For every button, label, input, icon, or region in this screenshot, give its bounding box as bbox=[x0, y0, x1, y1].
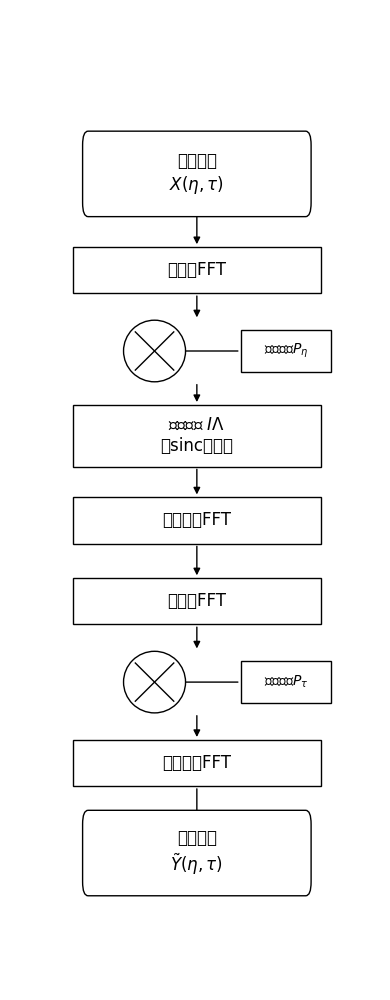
Bar bbox=[241, 330, 332, 372]
Text: 相位相乘$P_\eta$: 相位相乘$P_\eta$ bbox=[264, 342, 308, 360]
Text: 方位向逆FFT: 方位向逆FFT bbox=[162, 511, 231, 529]
Text: 相位相乘$P_\tau$: 相位相乘$P_\tau$ bbox=[264, 674, 308, 690]
Text: 雷达图像
$X(\eta, \tau)$: 雷达图像 $X(\eta, \tau)$ bbox=[170, 152, 224, 196]
Ellipse shape bbox=[124, 651, 186, 713]
Text: 方位向FFT: 方位向FFT bbox=[167, 261, 226, 279]
FancyBboxPatch shape bbox=[83, 810, 311, 896]
Bar bbox=[73, 405, 321, 467]
Bar bbox=[241, 661, 332, 703]
Bar bbox=[73, 740, 321, 786]
Text: 距离向FFT: 距离向FFT bbox=[167, 592, 226, 610]
FancyBboxPatch shape bbox=[83, 131, 311, 217]
Bar bbox=[73, 247, 321, 293]
Ellipse shape bbox=[124, 320, 186, 382]
Bar bbox=[73, 497, 321, 544]
Text: 距离向逆FFT: 距离向逆FFT bbox=[162, 754, 231, 772]
Text: 距离走动 $I\Lambda$
（sinc插值）: 距离走动 $I\Lambda$ （sinc插值） bbox=[160, 416, 233, 455]
Text: 模拟回波
$\tilde{Y}(\eta, \tau)$: 模拟回波 $\tilde{Y}(\eta, \tau)$ bbox=[170, 829, 223, 877]
Bar bbox=[73, 578, 321, 624]
